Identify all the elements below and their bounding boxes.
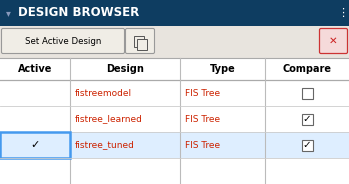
Bar <box>302 88 312 98</box>
FancyBboxPatch shape <box>126 29 155 54</box>
Text: DESIGN BROWSER: DESIGN BROWSER <box>18 6 139 20</box>
Bar <box>137 39 147 50</box>
Text: FIS Tree: FIS Tree <box>185 114 220 123</box>
Bar <box>0 132 70 158</box>
Bar <box>0 26 349 58</box>
Bar <box>302 114 312 125</box>
Text: ✓: ✓ <box>303 140 311 150</box>
Text: Active: Active <box>18 64 52 74</box>
Text: Design: Design <box>106 64 144 74</box>
Text: FIS Tree: FIS Tree <box>185 141 220 149</box>
Bar <box>302 139 312 151</box>
Text: ✕: ✕ <box>329 36 338 46</box>
Text: fistreemodel: fistreemodel <box>75 89 132 98</box>
Text: ✓: ✓ <box>303 114 311 124</box>
Bar <box>0 0 349 26</box>
Text: FIS Tree: FIS Tree <box>185 89 220 98</box>
Bar <box>0 132 349 158</box>
Bar <box>134 36 144 47</box>
Text: Type: Type <box>210 64 235 74</box>
Text: ⋮: ⋮ <box>337 8 349 18</box>
Text: fistree_tuned: fistree_tuned <box>75 141 135 149</box>
FancyBboxPatch shape <box>1 29 125 54</box>
Text: Set Active Design: Set Active Design <box>25 36 101 45</box>
Text: ▾: ▾ <box>6 8 10 18</box>
Text: fistree_learned: fistree_learned <box>75 114 143 123</box>
FancyBboxPatch shape <box>319 29 348 54</box>
Text: Compare: Compare <box>282 64 332 74</box>
Bar <box>0 58 349 184</box>
Text: ✓: ✓ <box>30 140 40 150</box>
